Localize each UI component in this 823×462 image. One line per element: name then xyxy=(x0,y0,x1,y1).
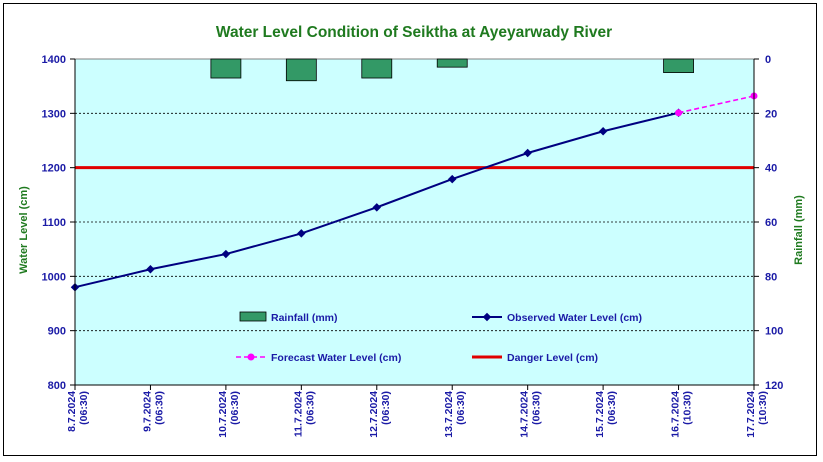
x-tick-label: 9.7.2024(06:30) xyxy=(141,391,165,432)
observed-point xyxy=(372,203,382,212)
x-tick-label: 8.7.2024(06:30) xyxy=(66,391,90,432)
x-tick-time: (10:30) xyxy=(682,391,694,425)
legend-marker-observed xyxy=(482,312,492,322)
x-tick-time: (06:30) xyxy=(304,391,316,425)
y2-tick-label: 40 xyxy=(765,163,777,175)
x-tick-time: (06:30) xyxy=(531,391,543,425)
x-tick-label: 14.7.2024(06:30) xyxy=(519,391,543,438)
x-tick-time: (06:30) xyxy=(380,391,392,425)
forecast-line xyxy=(678,95,755,114)
rainfall-bars xyxy=(210,58,694,82)
x-tick-time: (06:30) xyxy=(229,391,241,425)
legend-swatch-rainfall xyxy=(239,311,267,322)
x-tick-time: (06:30) xyxy=(606,391,618,425)
x-tick-date: 14.7.2024 xyxy=(519,391,531,438)
y-axis-title: Water Level (cm) xyxy=(18,186,30,274)
x-tick-date: 17.7.2024 xyxy=(745,391,757,438)
legend: Rainfall (mm) Observed Water Level (cm) Fo… xyxy=(236,311,642,364)
x-tick-time: (06:30) xyxy=(455,391,467,425)
rainfall-bar xyxy=(663,58,694,73)
legend-label: Forecast Water Level (cm) xyxy=(271,352,401,364)
x-tick-date: 9.7.2024 xyxy=(141,391,153,432)
y-tick-label: 1200 xyxy=(42,163,66,175)
axes: 1400 1300 1200 1100 1000 900 800 0 20 40 60 80 100 12… xyxy=(42,54,784,438)
y-tick-label: 800 xyxy=(48,380,66,392)
x-tick-label: 15.7.2024(06:30) xyxy=(594,391,618,438)
y2-tick-label: 60 xyxy=(765,217,777,229)
legend-label: Rainfall (mm) xyxy=(271,312,338,324)
y-tick-label: 1300 xyxy=(42,108,66,120)
observed-point xyxy=(146,265,155,274)
legend-marker-forecast xyxy=(247,353,255,361)
observed-point xyxy=(447,174,457,184)
x-tick-label: 16.7.2024(10:30) xyxy=(670,391,694,438)
x-tick-label: 12.7.2024(06:30) xyxy=(368,391,392,438)
x-tick-label: 11.7.2024(06:30) xyxy=(292,391,316,437)
x-tick-time: (10:30) xyxy=(757,391,769,425)
x-tick-time: (06:30) xyxy=(153,391,165,425)
x-tick-date: 12.7.2024 xyxy=(368,391,380,438)
x-tick-time: (06:30) xyxy=(78,391,90,425)
y2-tick-label: 20 xyxy=(765,108,777,120)
y2-tick-label: 80 xyxy=(765,271,777,283)
rainfall-bar xyxy=(285,58,317,82)
y-tick-label: 900 xyxy=(48,326,66,338)
y-tick-label: 1000 xyxy=(42,271,66,283)
x-tick-date: 8.7.2024 xyxy=(66,391,78,432)
y2-tick-label: 100 xyxy=(765,326,783,338)
legend-label: Observed Water Level (cm) xyxy=(507,312,642,324)
y-tick-label: 1100 xyxy=(42,217,66,229)
y-tick-label: 1400 xyxy=(42,54,66,66)
x-tick-date: 11.7.2024 xyxy=(292,391,304,437)
x-tick-date: 16.7.2024 xyxy=(670,391,682,438)
observed-point xyxy=(297,229,306,238)
rainfall-bar xyxy=(361,58,393,79)
chart-title: Water Level Condition of Seiktha at Ayey… xyxy=(216,24,612,41)
y2-tick-label: 0 xyxy=(765,54,771,66)
forecast-point xyxy=(675,109,683,117)
x-tick-date: 13.7.2024 xyxy=(443,391,455,438)
x-tick-label: 10.7.2024(06:30) xyxy=(217,391,241,438)
x-tick-label: 17.7.2024(10:30) xyxy=(745,391,769,438)
x-tick-label: 13.7.2024(06:30) xyxy=(443,391,467,438)
rainfall-bar xyxy=(210,58,242,79)
observed-point xyxy=(221,249,231,259)
y2-tick-label: 120 xyxy=(765,380,783,392)
x-tick-date: 15.7.2024 xyxy=(594,391,606,438)
y2-axis-title: Rainfall (mm) xyxy=(793,195,805,265)
x-tick-date: 10.7.2024 xyxy=(217,391,229,438)
rainfall-bar xyxy=(436,58,468,68)
legend-label: Danger Level (cm) xyxy=(507,352,598,364)
